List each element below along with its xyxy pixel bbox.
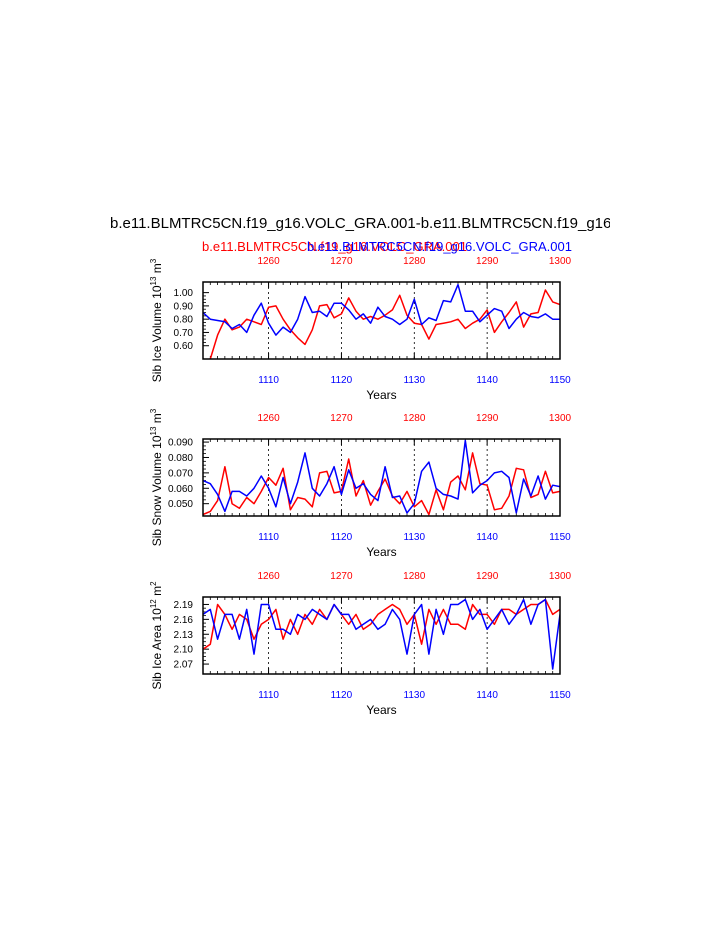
y-axis-label: Sib Snow Volume 1013 m3 [149, 408, 164, 546]
y-axis-label: Sib Ice Area 1012 m2 [149, 581, 164, 690]
y-tick-label: 0.090 [168, 438, 193, 449]
y-tick-label: 2.10 [174, 645, 194, 656]
x-axis-label: Years [366, 388, 396, 402]
y-axis-label-part: m [150, 263, 164, 276]
y-axis-label-part: 12 [149, 599, 158, 608]
x-tick-label-bottom: 1150 [549, 375, 571, 386]
y-axis-label-part: 2 [149, 581, 158, 586]
x-tick-label-top: 1290 [476, 571, 499, 582]
y-tick-label: 1.00 [174, 288, 194, 299]
chart-panel-1: 1110 1120 1130 1140 1150 1260 1270 1280 1290 1300… [149, 256, 572, 402]
x-tick-label-top: 1300 [549, 413, 572, 424]
x-tick-label-top: 1300 [549, 571, 572, 582]
y-tick-label: 0.70 [174, 328, 194, 339]
y-axis-label-part: Sib Snow Volume 10 [150, 435, 164, 546]
y-axis-label-part: m [150, 586, 164, 599]
legend-red-label: b.e11.BLMTRC5CN.f19_g16.VOLC_GRA.001 [202, 239, 467, 254]
y-tick-label: 0.60 [174, 341, 194, 352]
y-axis-label-part: m [150, 413, 164, 426]
x-tick-label-top: 1290 [476, 256, 499, 267]
x-tick-label-bottom: 1130 [404, 375, 426, 386]
x-tick-label-bottom: 1130 [404, 532, 426, 543]
x-tick-label-top: 1270 [330, 256, 353, 267]
x-tick-label-top: 1260 [257, 413, 280, 424]
x-tick-label-bottom: 1110 [258, 375, 279, 386]
x-tick-label-bottom: 1120 [331, 690, 353, 701]
plot-frame [202, 596, 561, 675]
x-tick-label-bottom: 1140 [476, 375, 498, 386]
series-line-red [209, 289, 560, 359]
y-tick-label: 0.80 [174, 315, 194, 326]
x-tick-label-top: 1270 [330, 413, 353, 424]
y-axis-label-part: 13 [149, 426, 158, 435]
x-axis-label: Years [366, 703, 396, 717]
page-title: b.e11.BLMTRC5CN.f19_g16.VOLC_GRA.001-b.e… [110, 215, 610, 232]
y-axis-label-part: 3 [149, 258, 158, 263]
y-tick-label: 0.080 [168, 453, 193, 464]
x-tick-label-bottom: 1150 [549, 690, 571, 701]
y-tick-label: 0.050 [168, 499, 193, 510]
plot-frame [202, 438, 561, 517]
x-tick-label-bottom: 1140 [476, 532, 498, 543]
series-line-blue [203, 283, 560, 336]
y-axis-label-part: Sib Ice Volume 10 [150, 285, 164, 382]
y-axis-label-part: Sib Ice Area 10 [150, 608, 164, 690]
legend-blue-label: b.e11.BLMTRC5CN.f19_g16.VOLC_GRA.001 [307, 239, 572, 254]
x-tick-label-top: 1260 [257, 256, 280, 267]
y-tick-label: 2.07 [174, 660, 194, 671]
x-tick-label-bottom: 1120 [331, 532, 353, 543]
x-tick-label-bottom: 1130 [404, 690, 426, 701]
series-line-blue [203, 439, 560, 514]
y-tick-label: 2.19 [174, 600, 194, 611]
x-tick-label-bottom: 1150 [549, 532, 571, 543]
x-tick-label-bottom: 1120 [331, 375, 353, 386]
y-tick-label: 2.16 [174, 615, 194, 626]
y-tick-label: 2.13 [174, 630, 194, 641]
chart-panel-3: 1110 1120 1130 1140 1150 1260 1270 1280 1290 1300… [149, 571, 572, 717]
y-tick-label: 0.070 [168, 468, 193, 479]
x-axis-label: Years [366, 545, 396, 559]
y-axis-label-part: 3 [149, 408, 158, 413]
x-tick-label-top: 1280 [403, 256, 426, 267]
series-line-blue [203, 598, 560, 670]
x-tick-label-top: 1280 [403, 571, 426, 582]
x-tick-label-top: 1290 [476, 413, 499, 424]
chart-panel-2: 1110 1120 1130 1140 1150 1260 1270 1280 1290 1300… [149, 408, 572, 559]
x-tick-label-top: 1280 [403, 413, 426, 424]
x-tick-label-bottom: 1110 [258, 690, 279, 701]
x-tick-label-bottom: 1110 [258, 532, 279, 543]
y-tick-label: 0.060 [168, 484, 193, 495]
y-axis-label-part: 13 [149, 276, 158, 285]
x-tick-label-top: 1260 [257, 571, 280, 582]
y-tick-label: 0.90 [174, 301, 194, 312]
x-tick-label-bottom: 1140 [476, 690, 498, 701]
x-tick-label-top: 1270 [330, 571, 353, 582]
x-tick-label-top: 1300 [549, 256, 572, 267]
y-axis-label: Sib Ice Volume 1013 m3 [149, 258, 164, 382]
plot-frame [202, 281, 561, 360]
